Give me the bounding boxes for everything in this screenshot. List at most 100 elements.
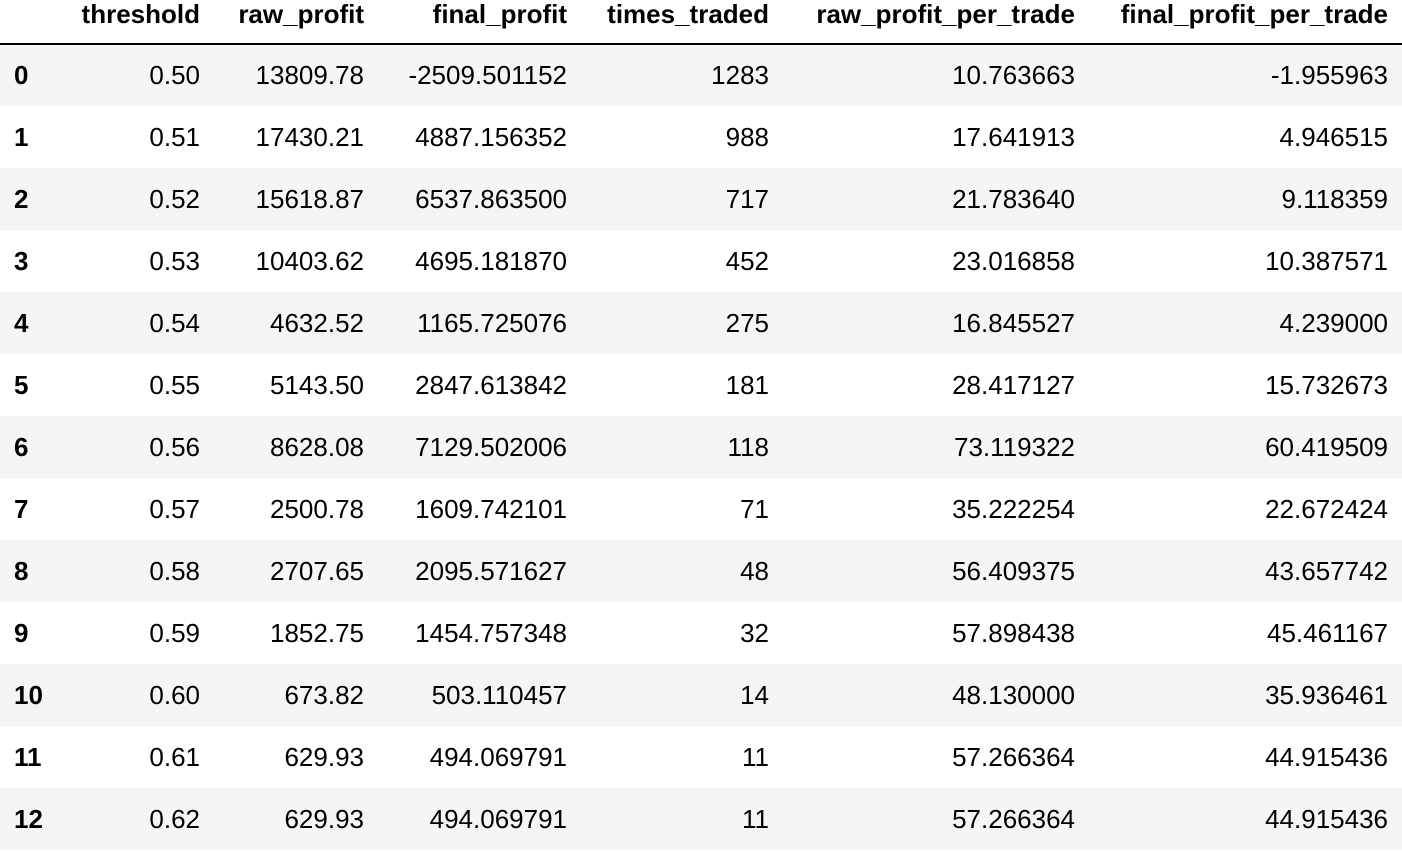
- table-body: 0 0.50 13809.78 -2509.501152 1283 10.763663 -1…: [0, 44, 1402, 850]
- cell-final-profit: 1165.725076: [417, 307, 567, 338]
- cell-threshold: 0.61: [149, 741, 200, 772]
- cell-raw-profit: 629.93: [284, 803, 364, 834]
- cell-raw-profit: 15618.87: [255, 183, 364, 214]
- cell-raw-profit-per-trade: 17.641913: [952, 121, 1075, 152]
- cell-final-profit: 494.069791: [429, 741, 567, 772]
- cell-raw-profit: 17430.21: [255, 121, 364, 152]
- cell-raw-profit-per-trade: 56.409375: [952, 555, 1075, 586]
- table-header: threshold raw_profit final_profit times_…: [0, 0, 1402, 45]
- cell-raw-profit: 8628.08: [270, 431, 364, 462]
- cell-threshold: 0.53: [149, 245, 200, 276]
- cell-raw-profit-per-trade: 73.119322: [954, 431, 1075, 462]
- cell-threshold: 0.60: [149, 679, 200, 710]
- cell-raw-profit-per-trade: 57.898438: [952, 617, 1075, 648]
- cell-final-profit-per-trade: 4.239000: [1279, 307, 1388, 338]
- table-row: 11 0.61 629.93 494.069791 11 57.266364 44.9154…: [0, 726, 1402, 788]
- cell-raw-profit-per-trade: 28.417127: [952, 369, 1075, 400]
- table-row: 0 0.50 13809.78 -2509.501152 1283 10.763663 -1…: [0, 44, 1402, 106]
- cell-times-traded: 717: [725, 183, 769, 214]
- cell-raw-profit-per-trade: 21.783640: [952, 183, 1075, 214]
- cell-raw-profit: 673.82: [284, 679, 364, 710]
- cell-raw-profit-per-trade: 48.130000: [952, 679, 1075, 710]
- cell-raw-profit: 2500.78: [270, 493, 364, 524]
- cell-threshold: 0.51: [149, 121, 200, 152]
- cell-final-profit-per-trade: 43.657742: [1265, 555, 1388, 586]
- cell-threshold: 0.56: [149, 431, 200, 462]
- cell-final-profit: 2847.613842: [415, 369, 567, 400]
- cell-final-profit: 1454.757348: [415, 617, 567, 648]
- cell-times-traded: 32: [740, 617, 769, 648]
- cell-final-profit-per-trade: 9.118359: [1281, 183, 1388, 214]
- cell-final-profit: 4695.181870: [415, 245, 567, 276]
- table-row: 3 0.53 10403.62 4695.181870 452 23.016858 10.3…: [0, 230, 1402, 292]
- column-header-raw-profit: raw_profit: [214, 0, 378, 45]
- column-header-times-traded: times_traded: [581, 0, 783, 45]
- table-row: 4 0.54 4632.52 1165.725076 275 16.845527 4.239…: [0, 292, 1402, 354]
- cell-threshold: 0.55: [149, 369, 200, 400]
- column-header-threshold: threshold: [62, 0, 214, 45]
- row-index: 10: [14, 679, 43, 710]
- table-row: 2 0.52 15618.87 6537.863500 717 21.783640 9.11…: [0, 168, 1402, 230]
- cell-times-traded: 48: [740, 555, 769, 586]
- cell-final-profit: 494.069791: [429, 803, 567, 834]
- cell-times-traded: 452: [725, 245, 769, 276]
- cell-times-traded: 71: [740, 493, 769, 524]
- cell-final-profit-per-trade: -1.955963: [1270, 60, 1388, 90]
- cell-times-traded: 14: [740, 679, 769, 710]
- row-index: 1: [14, 121, 29, 152]
- table-row: 8 0.58 2707.65 2095.571627 48 56.409375 43.657…: [0, 540, 1402, 602]
- row-index: 6: [14, 431, 29, 462]
- cell-raw-profit-per-trade: 16.845527: [952, 307, 1075, 338]
- cell-times-traded: 988: [725, 121, 769, 152]
- cell-final-profit: -2509.501152: [408, 60, 567, 90]
- cell-raw-profit-per-trade: 57.266364: [952, 803, 1075, 834]
- cell-times-traded: 1283: [711, 60, 769, 90]
- cell-times-traded: 181: [725, 369, 769, 400]
- row-index: 5: [14, 369, 29, 400]
- cell-threshold: 0.50: [149, 60, 200, 90]
- cell-final-profit-per-trade: 15.732673: [1265, 369, 1388, 400]
- row-index: 8: [14, 555, 29, 586]
- column-header-final-profit-per-trade: final_profit_per_trade: [1089, 0, 1402, 45]
- column-header-raw-profit-per-trade: raw_profit_per_trade: [783, 0, 1089, 45]
- cell-final-profit: 6537.863500: [415, 183, 567, 214]
- cell-raw-profit-per-trade: 23.016858: [952, 245, 1075, 276]
- cell-final-profit-per-trade: 60.419509: [1265, 431, 1388, 462]
- row-index: 0: [14, 60, 29, 90]
- cell-final-profit-per-trade: 10.387571: [1265, 245, 1388, 276]
- table-row: 5 0.55 5143.50 2847.613842 181 28.417127 15.73…: [0, 354, 1402, 416]
- cell-threshold: 0.57: [149, 493, 200, 524]
- cell-threshold: 0.59: [149, 617, 200, 648]
- cell-raw-profit: 13809.78: [255, 60, 364, 90]
- table-row: 10 0.60 673.82 503.110457 14 48.130000 35.9364…: [0, 664, 1402, 726]
- cell-final-profit: 503.110457: [431, 679, 567, 710]
- cell-final-profit-per-trade: 44.915436: [1265, 803, 1388, 834]
- table-row: 6 0.56 8628.08 7129.502006 118 73.119322 60.41…: [0, 416, 1402, 478]
- column-header-final-profit: final_profit: [378, 0, 581, 45]
- cell-threshold: 0.58: [149, 555, 200, 586]
- cell-raw-profit-per-trade: 10.763663: [952, 60, 1075, 90]
- cell-raw-profit: 10403.62: [255, 245, 364, 276]
- cell-final-profit-per-trade: 4.946515: [1279, 121, 1388, 152]
- cell-times-traded: 118: [727, 431, 769, 462]
- cell-times-traded: 275: [725, 307, 769, 338]
- row-index: 3: [14, 245, 29, 276]
- cell-final-profit-per-trade: 45.461167: [1267, 617, 1388, 648]
- cell-times-traded: 11: [742, 803, 769, 834]
- table-row: 12 0.62 629.93 494.069791 11 57.266364 44.9154…: [0, 788, 1402, 850]
- cell-final-profit-per-trade: 22.672424: [1265, 493, 1388, 524]
- cell-final-profit: 4887.156352: [415, 121, 567, 152]
- index-column-header: [0, 0, 62, 45]
- header-row: threshold raw_profit final_profit times_…: [0, 0, 1402, 45]
- cell-final-profit: 2095.571627: [415, 555, 567, 586]
- cell-threshold: 0.54: [149, 307, 200, 338]
- row-index: 2: [14, 183, 29, 214]
- cell-raw-profit: 629.93: [284, 741, 364, 772]
- cell-final-profit-per-trade: 44.915436: [1265, 741, 1388, 772]
- cell-raw-profit: 1852.75: [270, 617, 364, 648]
- cell-raw-profit: 5143.50: [270, 369, 364, 400]
- cell-times-traded: 11: [742, 741, 769, 772]
- row-index: 9: [14, 617, 29, 648]
- row-index: 7: [14, 493, 29, 524]
